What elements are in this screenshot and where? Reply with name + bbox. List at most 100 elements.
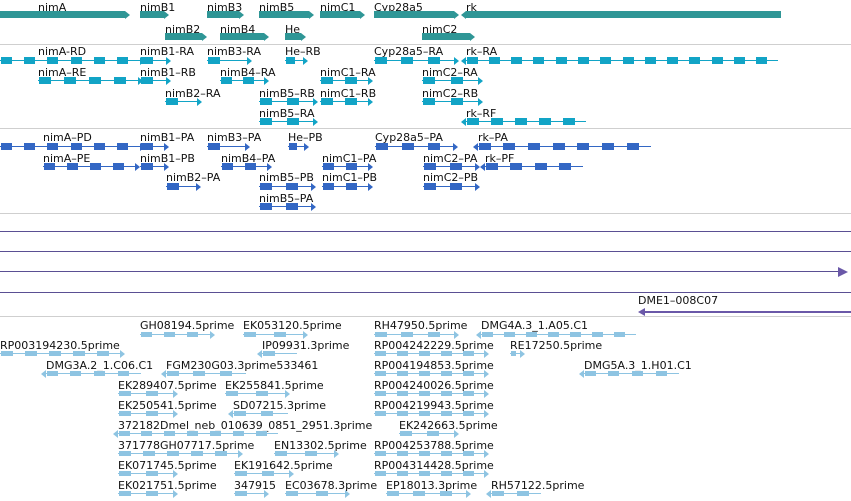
feature-RP004253788.5prime[interactable] <box>374 450 484 458</box>
feature-RP004314428.5prime[interactable] <box>374 470 484 478</box>
feature-label-RP004194853.5prime: RP004194853.5prime <box>374 359 494 372</box>
feature-label-DMG5A.3_1.H01.C1: DMG5A.3_1.H01.C1 <box>584 359 692 372</box>
feature-nimB5-RA[interactable] <box>259 118 313 126</box>
feature-rk-RA[interactable] <box>466 57 778 65</box>
feature-EP18013.3prime[interactable] <box>386 490 466 498</box>
feature-nimB4-PA[interactable] <box>221 163 267 171</box>
feature-SD07215.3prime[interactable] <box>233 410 288 418</box>
feature-371778GH07717.5prime[interactable] <box>118 450 238 458</box>
feature-nimC1[interactable] <box>320 11 360 18</box>
feature-strand-arrow-icon <box>486 490 491 498</box>
feature-Cyp28a5-RA[interactable] <box>374 57 454 65</box>
feature-He-RB[interactable] <box>285 57 303 65</box>
feature-DMG4A.3_1.A05.C1[interactable] <box>481 331 636 339</box>
feature-nimB3[interactable] <box>207 11 239 18</box>
feature-intron-line <box>225 393 285 394</box>
feature-exon <box>262 471 274 476</box>
feature-exon <box>117 57 128 64</box>
feature-nimC1-PA[interactable] <box>322 163 368 171</box>
region-feature[interactable] <box>644 311 851 313</box>
feature-nimB5-PA[interactable] <box>259 203 311 211</box>
feature-intron-line <box>140 334 210 335</box>
feature-EK250541.5prime[interactable] <box>118 410 173 418</box>
feature-rk-RF[interactable] <box>466 118 586 126</box>
feature-nimC2-PB[interactable] <box>423 183 475 191</box>
feature-nimB1-RB[interactable] <box>140 77 166 85</box>
feature-EN13302.5prime[interactable] <box>274 450 334 458</box>
feature-nimB2[interactable] <box>165 33 202 40</box>
feature-RH57122.5prime[interactable] <box>491 490 541 498</box>
feature-intron-line <box>262 353 297 354</box>
feature-DMG5A.3_1.H01.C1[interactable] <box>584 370 679 378</box>
feature-GH08194.5prime[interactable] <box>140 331 210 339</box>
feature-rk-PA[interactable] <box>478 143 651 151</box>
feature-nimC1-RA[interactable] <box>320 77 368 85</box>
feature-347915[interactable] <box>234 490 264 498</box>
feature-exon <box>119 451 131 456</box>
feature-exon <box>274 332 286 337</box>
feature-RP004194853.5prime[interactable] <box>374 370 484 378</box>
feature-EK071745.5prime[interactable] <box>118 470 173 478</box>
feature-exon <box>286 203 298 210</box>
feature-nimC1-RB[interactable] <box>320 98 368 106</box>
feature-372182Dmel_neb_010639_0851_2951.3prime[interactable] <box>118 430 278 438</box>
feature-EK242663.5prime[interactable] <box>399 430 454 438</box>
feature-exon <box>397 471 408 476</box>
feature-intron-line <box>399 433 454 434</box>
feature-nimA[interactable] <box>0 11 125 18</box>
feature-exon <box>397 371 408 376</box>
feature-nimB4[interactable] <box>220 33 264 40</box>
feature-nimA-RE[interactable] <box>38 77 138 85</box>
feature-nimA-PD[interactable] <box>0 143 140 151</box>
feature-EK255841.5prime[interactable] <box>225 390 285 398</box>
feature-nimB1-RA[interactable] <box>140 57 166 65</box>
feature-nimB4-RA[interactable] <box>220 77 264 85</box>
feature-nimB2-RA[interactable] <box>165 98 197 106</box>
feature-nimC2-PA[interactable] <box>423 163 475 171</box>
feature-strand-arrow-icon <box>484 410 489 418</box>
feature-nimB2-PA[interactable] <box>166 183 196 191</box>
feature-DMG3A.2_1.C06.C1[interactable] <box>46 370 141 378</box>
feature-nimB5-PB[interactable] <box>259 183 311 191</box>
feature-nimB5-RB[interactable] <box>259 98 313 106</box>
feature-nimB1[interactable] <box>140 11 164 18</box>
feature-EK053120.5prime[interactable] <box>243 331 303 339</box>
feature-He[interactable] <box>285 33 301 40</box>
feature-nimC1-PB[interactable] <box>322 183 368 191</box>
feature-nimA-RD[interactable] <box>0 57 140 65</box>
scaffold-line-1 <box>0 231 851 232</box>
feature-EK289407.5prime[interactable] <box>118 390 173 398</box>
feature-rk-PF[interactable] <box>485 163 583 171</box>
feature-RP003194230.5prime[interactable] <box>0 350 120 358</box>
feature-EC03678.3prime[interactable] <box>285 490 345 498</box>
feature-RP004219943.5prime[interactable] <box>374 410 484 418</box>
feature-exon <box>287 118 299 125</box>
feature-nimA-PE[interactable] <box>43 163 135 171</box>
feature-label-FGM230G03.3prime533461: FGM230G03.3prime533461 <box>166 359 319 372</box>
feature-exon <box>375 332 387 337</box>
feature-IP09931.3prime[interactable] <box>262 350 297 358</box>
feature-intron-line <box>422 101 478 102</box>
feature-nimB5[interactable] <box>259 11 309 18</box>
feature-nimB3-PA[interactable] <box>207 143 245 151</box>
feature-Cyp28a5-PA[interactable] <box>375 143 453 151</box>
feature-He-PB[interactable] <box>288 143 304 151</box>
feature-EK191642.5prime[interactable] <box>234 470 289 478</box>
feature-nimC2-RA[interactable] <box>422 77 478 85</box>
feature-EK021751.5prime[interactable] <box>118 490 173 498</box>
feature-nimC2-RB[interactable] <box>422 98 478 106</box>
feature-RP004240026.5prime[interactable] <box>374 390 484 398</box>
feature-RP004242229.5prime[interactable] <box>374 350 484 358</box>
feature-Cyp28a5[interactable] <box>374 11 454 18</box>
feature-exon <box>592 332 603 337</box>
feature-label-nimB4-PA: nimB4–PA <box>221 152 276 165</box>
feature-RH47950.5prime[interactable] <box>374 331 454 339</box>
region-label: DME1–008C07 <box>638 294 719 307</box>
feature-nimB3-RA[interactable] <box>207 57 247 65</box>
feature-nimC2[interactable] <box>422 33 470 40</box>
feature-nimB1-PA[interactable] <box>140 143 164 151</box>
feature-rk[interactable] <box>466 11 781 18</box>
feature-RE17250.5prime[interactable] <box>510 350 520 358</box>
feature-nimB1-PB[interactable] <box>140 163 164 171</box>
feature-FGM230G03.3prime533461[interactable] <box>166 370 246 378</box>
